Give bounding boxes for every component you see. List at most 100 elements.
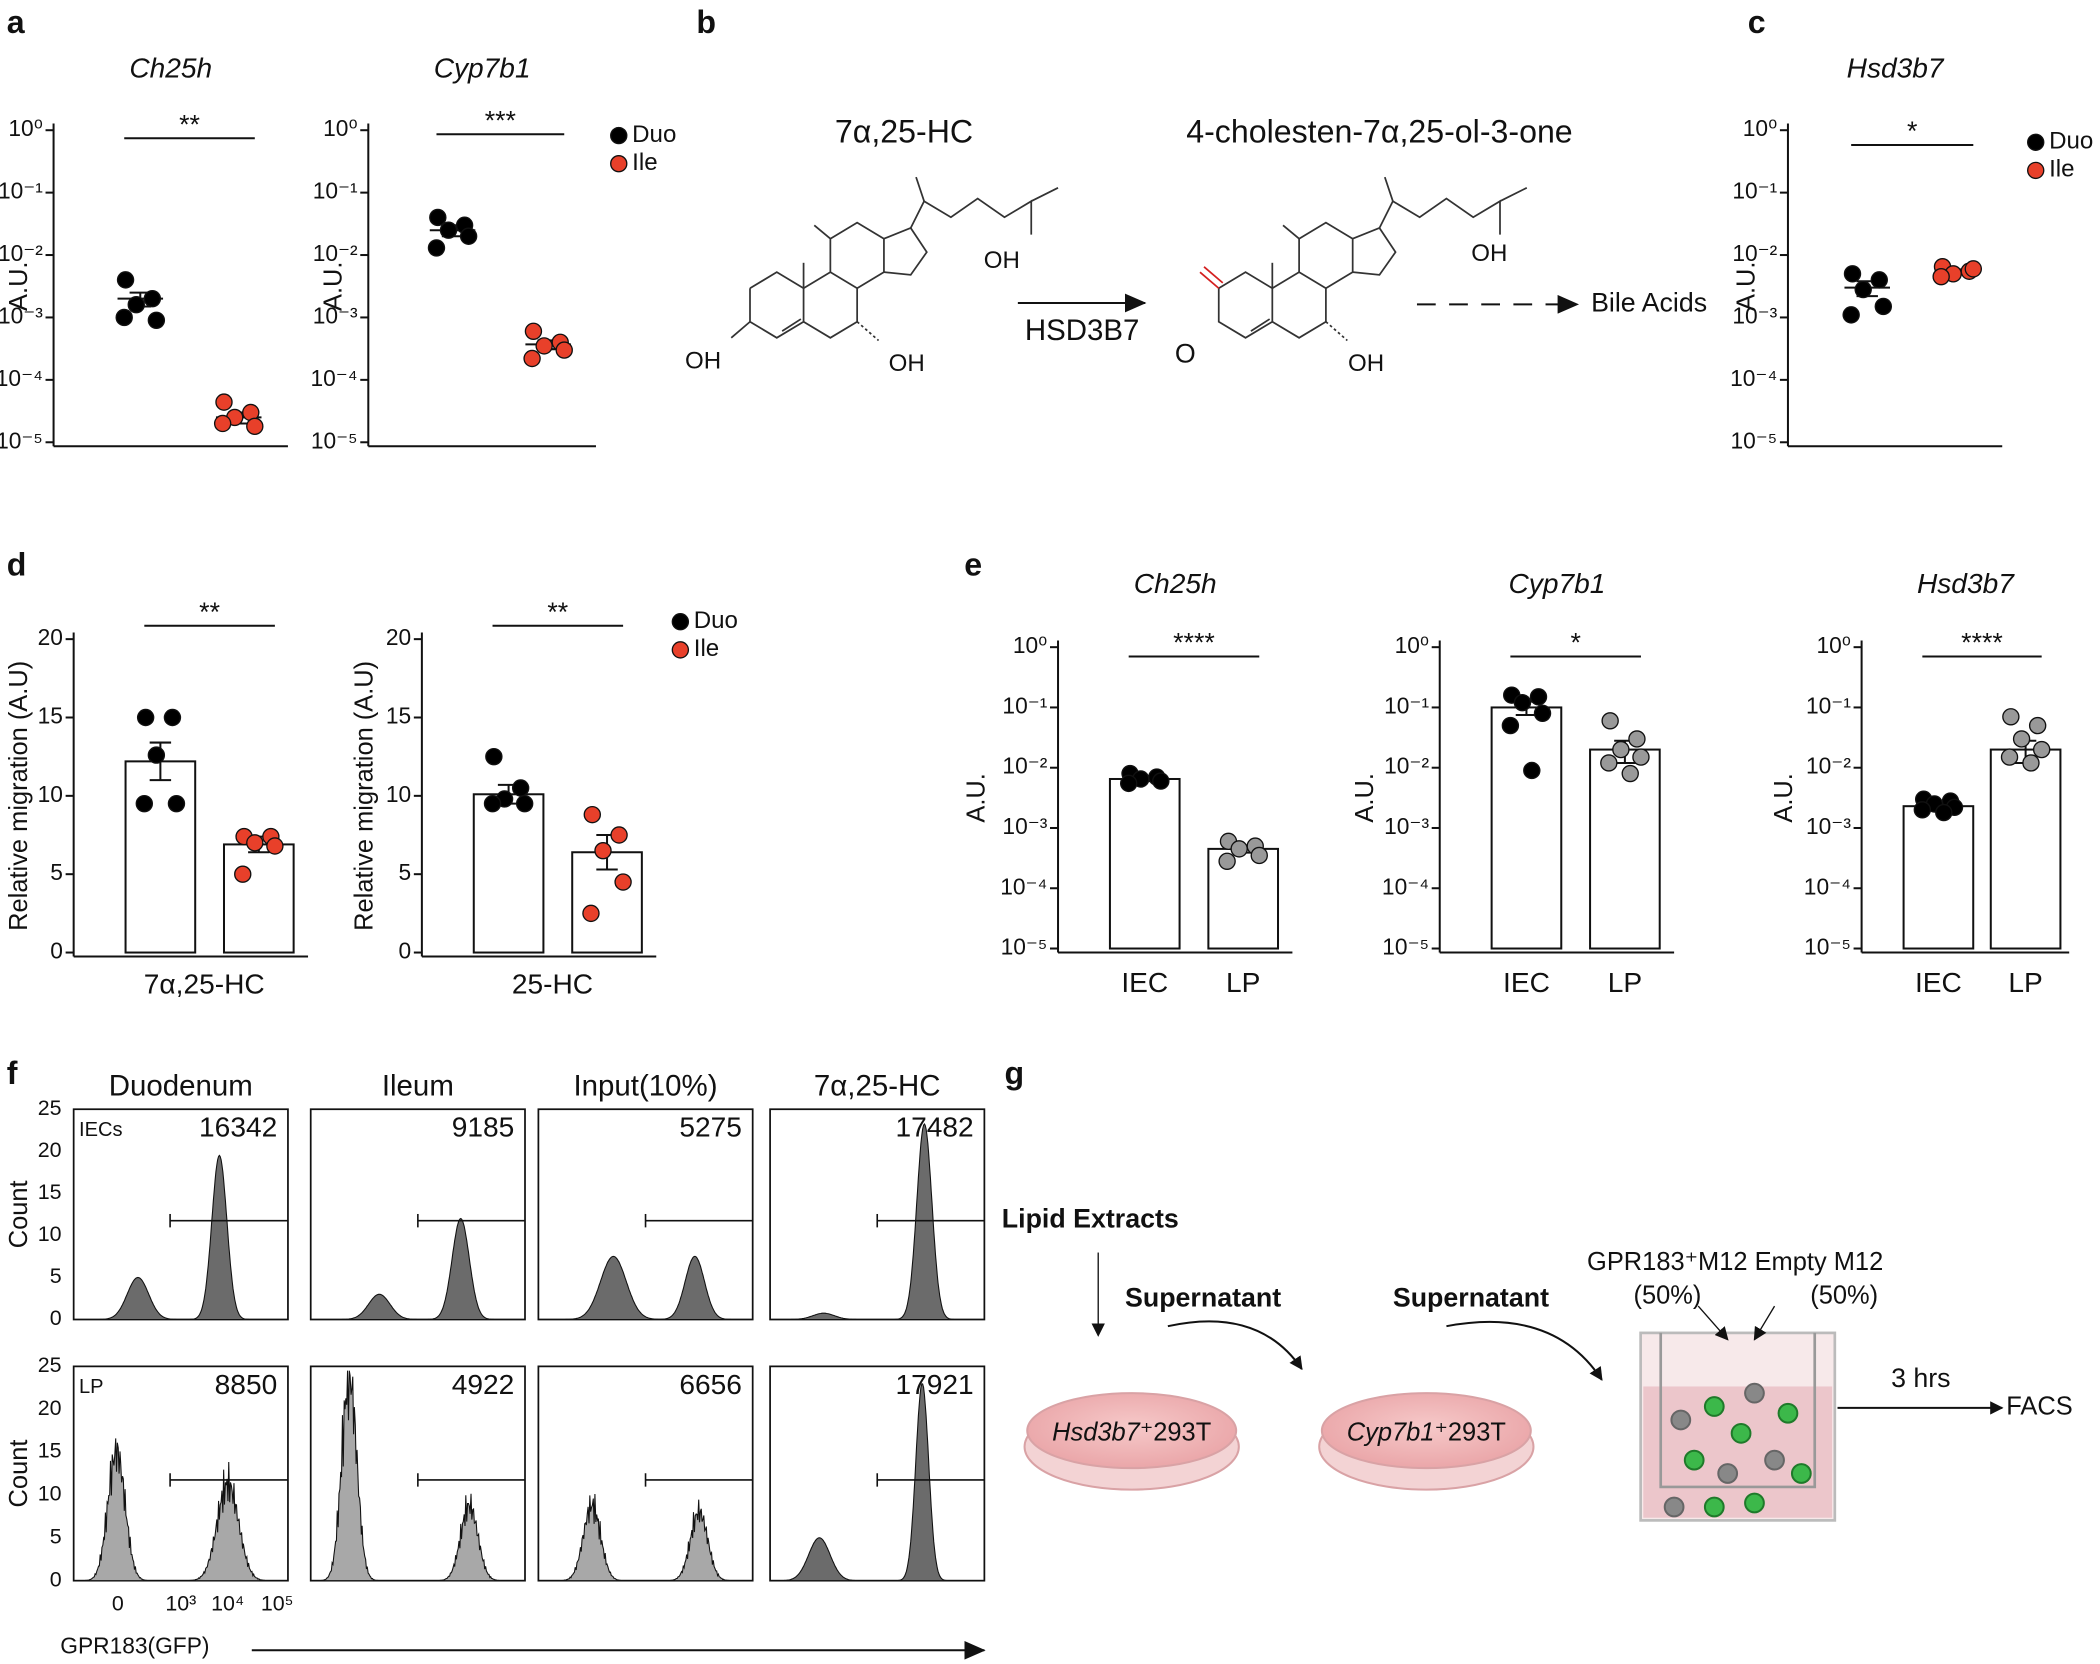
y-tick-label: 10⁻⁴ (310, 365, 357, 391)
column-title: Duodenum (109, 1070, 253, 1103)
data-point (2000, 748, 2019, 766)
data-point (583, 805, 602, 824)
row-label: IECs (79, 1119, 123, 1141)
data-point (614, 873, 632, 891)
mfi-value: 9185 (452, 1112, 515, 1143)
bond (829, 221, 885, 289)
significance: ** (179, 109, 200, 139)
cell (1790, 1463, 1812, 1484)
data-point (1628, 730, 1646, 748)
duration-label: 3 hrs (1891, 1363, 1951, 1393)
transfer-label: Supernatant (1393, 1282, 1549, 1312)
chart-title: Ch25h (1134, 568, 1217, 599)
culture-dish-top (1026, 1392, 1238, 1470)
y-axis-label: A.U. (962, 773, 990, 822)
x-tick-label: LP (1226, 967, 1260, 998)
data-point (234, 865, 252, 883)
hydroxyl-label: OH (889, 350, 925, 377)
y-tick-label: 25 (38, 1353, 62, 1377)
data-point (485, 747, 503, 766)
legend-label: Ile (694, 635, 719, 662)
data-point (127, 296, 145, 314)
transwell-insert (1659, 1332, 1817, 1489)
significance: **** (1173, 628, 1215, 658)
panel-label: d (7, 546, 27, 582)
bar (1902, 805, 1975, 950)
hydroxyl-label: OH (984, 247, 1020, 274)
data-point (1612, 740, 1630, 759)
hydroxyl-bond (1325, 321, 1348, 342)
data-point (427, 239, 446, 257)
legend-label: Duo (694, 607, 738, 634)
y-tick-label: 10⁻² (313, 240, 358, 266)
panel-label: b (696, 4, 716, 40)
y-axis-label: Relative migration (A.U) (350, 661, 378, 931)
x-tick-label: LP (1608, 967, 1642, 998)
data-point (1935, 803, 1953, 822)
legend-marker (671, 641, 690, 659)
cell-line-label: Hsd3b7⁺293T (1052, 1418, 1211, 1446)
cell (1744, 1492, 1765, 1514)
histogram (770, 1122, 985, 1321)
histogram (310, 1370, 525, 1582)
mfi-value: 8850 (215, 1369, 278, 1400)
row-label: LP (79, 1376, 104, 1398)
y-tick-label: 10⁻³ (1002, 813, 1047, 839)
data-point (136, 708, 155, 727)
significance: * (1907, 116, 1917, 146)
readout-label: FACS (2006, 1393, 2072, 1421)
histogram (538, 1493, 753, 1582)
cell (1777, 1402, 1799, 1424)
y-axis-label: Relative migration (A.U) (5, 661, 33, 931)
bar (1490, 706, 1563, 950)
data-point (147, 311, 166, 330)
gene-name: Cyp7b1 (1347, 1418, 1435, 1446)
legend-marker (2027, 133, 2045, 151)
bond (1298, 221, 1354, 289)
y-tick-label: 10⁻¹ (1806, 692, 1851, 718)
x-tick-label: 0 (112, 1591, 124, 1615)
bond (1352, 226, 1397, 276)
bond (749, 271, 805, 339)
bar (124, 760, 197, 954)
data-point (163, 708, 182, 727)
bond (883, 226, 928, 276)
y-tick-label: 10 (38, 1482, 62, 1506)
data-point (215, 393, 233, 411)
data-point (135, 794, 154, 813)
bond (915, 176, 925, 202)
y-tick-label: 10⁻¹ (0, 178, 43, 204)
x-tick-label: IEC (1915, 967, 1962, 998)
mfi-value: 17482 (895, 1112, 973, 1143)
cell (1764, 1449, 1785, 1471)
y-tick-label: 25 (38, 1096, 62, 1120)
steroid-structure (1217, 176, 1528, 342)
bond (1282, 224, 1300, 240)
cell (1683, 1449, 1705, 1471)
data-point (1601, 712, 1619, 730)
y-tick-label: 10⁻³ (1732, 302, 1777, 328)
hydroxyl-label: OH (685, 347, 721, 374)
y-tick-label: 10⁻³ (0, 302, 43, 328)
histogram (73, 1154, 288, 1321)
y-tick-label: 10⁻⁴ (1382, 873, 1429, 899)
y-tick-label: 20 (38, 1138, 62, 1162)
y-axis-label: A.U. (1732, 261, 1760, 310)
mfi-value: 4922 (452, 1369, 515, 1400)
x-tick-label: LP (2008, 967, 2042, 998)
data-point (429, 208, 447, 227)
bar (222, 843, 295, 954)
x-tick-label: 10³ (165, 1591, 196, 1615)
data-point (555, 341, 573, 359)
column-title: 7α,25-HC (814, 1070, 941, 1103)
bond (803, 271, 859, 339)
hydroxyl-bond (730, 321, 751, 339)
y-tick-label: 20 (38, 624, 63, 650)
data-point (594, 841, 612, 860)
data-point (459, 227, 478, 245)
data-point (1152, 772, 1170, 790)
data-point (1513, 693, 1532, 712)
pointer-arrow (1753, 1305, 1776, 1341)
mfi-value: 17921 (895, 1369, 973, 1400)
x-axis-label: GPR183(GFP) (60, 1633, 209, 1659)
